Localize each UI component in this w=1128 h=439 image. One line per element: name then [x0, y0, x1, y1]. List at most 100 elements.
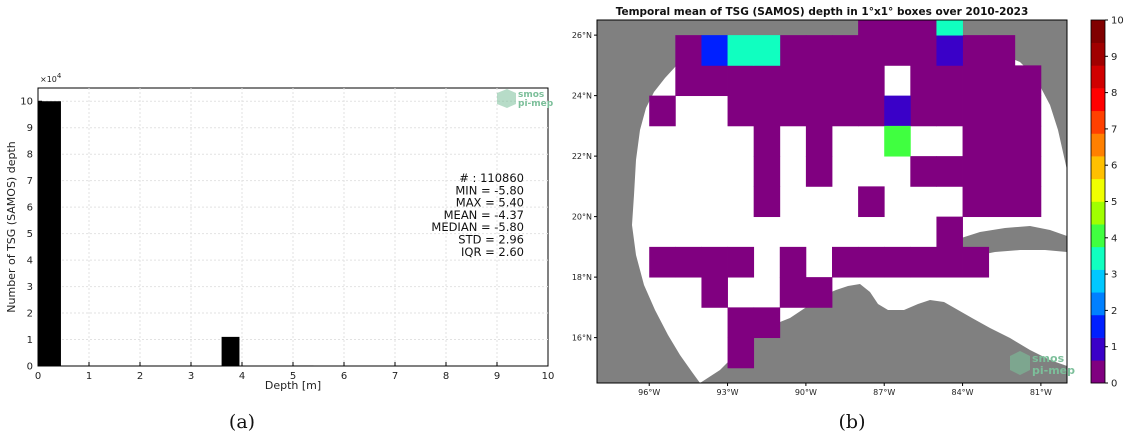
grid-cell [780, 247, 807, 278]
y-tick-label: 3 [27, 282, 33, 293]
colorbar-segment [1091, 292, 1105, 315]
caption-a: (a) [229, 411, 255, 433]
grid-cell [806, 35, 833, 66]
x-tick-label: 10 [542, 371, 555, 382]
grid-cell [728, 65, 755, 96]
colorbar-tick-label: 1 [1111, 342, 1117, 353]
grid-cell [910, 35, 937, 66]
grid-cell [858, 186, 885, 217]
x-tick-label: 2 [137, 371, 143, 382]
histogram-y-label: Number of TSG (SAMOS) depth [5, 141, 18, 312]
grid-cell [963, 247, 990, 278]
colorbar-segment [1091, 202, 1105, 225]
colorbar-tick-label: 4 [1111, 233, 1117, 244]
colorbar-segment [1091, 65, 1105, 88]
x-tick-label: 6 [341, 371, 347, 382]
grid-cell [649, 96, 676, 127]
grid-cell [963, 96, 990, 127]
grid-cell [1015, 96, 1042, 127]
grid-cell [884, 96, 911, 127]
grid-cell [963, 35, 990, 66]
grid-cell [1015, 156, 1042, 187]
grid-cell [963, 65, 990, 96]
colorbar-segment [1091, 360, 1105, 383]
x-tick-label: 0 [35, 371, 41, 382]
grid-cell [989, 156, 1016, 187]
grid-cell [989, 186, 1016, 217]
grid-cell [910, 65, 937, 96]
colorbar-tick-label: 6 [1111, 161, 1117, 172]
x-tick-label: 4 [239, 371, 245, 382]
grid-cell [780, 35, 807, 66]
grid-cell [910, 156, 937, 187]
latitude-ticks: 16°N18°N20°N22°N24°N26°N [572, 31, 597, 343]
grid-cell [1015, 65, 1042, 96]
colorbar-segment [1091, 270, 1105, 293]
grid-cell [963, 186, 990, 217]
x-tick-label: 1 [86, 371, 92, 382]
grid-cell [728, 338, 755, 369]
colorbar-tick-label: 10 [1111, 16, 1124, 27]
grid-cell [754, 96, 781, 127]
longitude-ticks: 96°W 93°W 90°W 87°W 84°W 81°W [638, 383, 1052, 397]
grid-cell [989, 65, 1016, 96]
grid-cell [806, 126, 833, 157]
grid-cell [858, 96, 885, 127]
grid-cell [858, 247, 885, 278]
colorbar-tick-label: 7 [1111, 124, 1117, 135]
grid-cell [858, 65, 885, 96]
y-tick-label: 6 [27, 203, 33, 214]
lon-tick-label: 81°W [1030, 388, 1052, 397]
grid-cell [806, 277, 833, 308]
grid-cell [1015, 186, 1042, 217]
lat-tick-label: 18°N [572, 273, 592, 282]
histogram-panel: 0 1 2 3 4 5 6 7 8 9 10 0 1 2 3 4 5 6 7 8 9 10 ×104 Depth [m]… [5, 72, 554, 433]
colorbar-tick-label: 9 [1111, 52, 1117, 63]
grid-cell [728, 307, 755, 338]
y-tick-label: 8 [27, 150, 33, 161]
grid-cell [806, 65, 833, 96]
logo-line2: pi-mep [518, 99, 554, 109]
grid-cell [701, 247, 728, 278]
colorbar-tick-label: 8 [1111, 88, 1117, 99]
colorbar-segment [1091, 133, 1105, 156]
lon-tick-label: 87°W [873, 388, 895, 397]
colorbar-segment [1091, 111, 1105, 134]
grid-cell [754, 65, 781, 96]
colorbar-tick-label: 0 [1111, 379, 1117, 390]
lon-tick-label: 84°W [952, 388, 974, 397]
x-tick-label: 3 [188, 371, 194, 382]
grid-cell [936, 247, 963, 278]
grid-cell [832, 35, 859, 66]
colorbar: 0 1 2 3 4 5 6 7 8 9 10 [1091, 16, 1124, 390]
lon-tick-label: 93°W [717, 388, 739, 397]
grid-cell [675, 65, 702, 96]
grid-cell [884, 126, 911, 157]
lat-tick-label: 16°N [572, 334, 592, 343]
grid-cell [936, 156, 963, 187]
stat-line: IQR = 2.60 [461, 245, 524, 259]
map-title: Temporal mean of TSG (SAMOS) depth in 1°… [616, 6, 1029, 18]
grid-cell [910, 96, 937, 127]
grid-cell [728, 96, 755, 127]
grid-cell [675, 247, 702, 278]
grid-cell [754, 307, 781, 338]
grid-cell [936, 35, 963, 66]
grid-cell [728, 247, 755, 278]
logo-line2: pi-mep [1032, 364, 1075, 377]
grid-cell [701, 277, 728, 308]
y-tick-label: 7 [27, 176, 33, 187]
y-tick-label: 4 [27, 256, 33, 267]
colorbar-segment [1091, 224, 1105, 247]
grid-cell [806, 96, 833, 127]
colorbar-segment [1091, 247, 1105, 270]
grid-cell [832, 96, 859, 127]
histogram-bar [293, 365, 313, 366]
grid-cell [649, 247, 676, 278]
grid-cell [701, 35, 728, 66]
grid-cell [780, 277, 807, 308]
y-tick-label: 0 [27, 362, 33, 373]
grid-cell [675, 35, 702, 66]
grid-cell [1015, 126, 1042, 157]
